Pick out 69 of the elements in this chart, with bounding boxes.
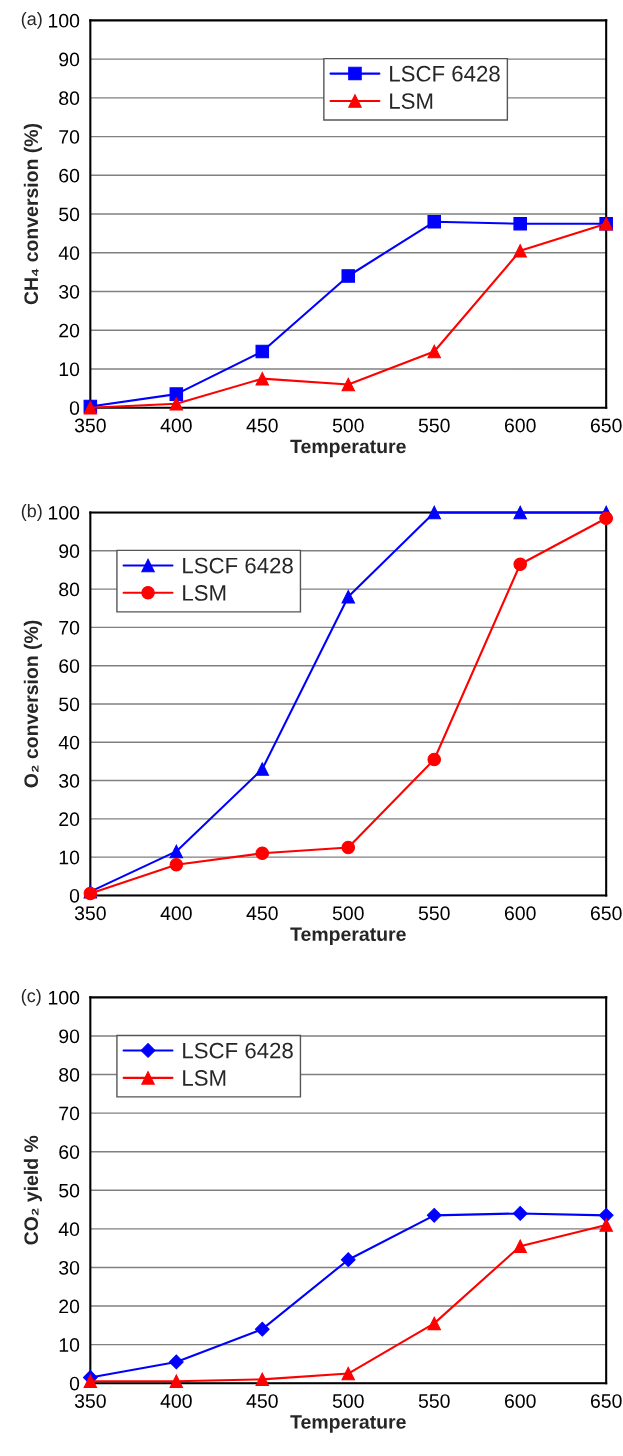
y-tick-label: 70 xyxy=(59,1106,80,1121)
x-tick-label: 450 xyxy=(246,418,278,433)
y-tick-label: 80 xyxy=(59,1068,80,1082)
y-tick-label: 0 xyxy=(69,888,80,903)
x-axis-title: Temperature xyxy=(290,439,406,458)
y-tick-label: 0 xyxy=(69,401,80,415)
y-axis-title: CO₂ yield % xyxy=(23,1135,42,1245)
x-tick-label: 400 xyxy=(160,418,192,433)
x-tick-label: 600 xyxy=(504,1394,536,1408)
x-tick-label: 500 xyxy=(332,418,364,433)
y-tick-label: 10 xyxy=(59,850,80,865)
y-tick-label: 100 xyxy=(48,990,80,1005)
y-tick-label: 50 xyxy=(59,1183,80,1198)
y-tick-label: 40 xyxy=(58,1222,80,1237)
y-tick-label: 60 xyxy=(59,1145,80,1159)
x-tick-label: 500 xyxy=(332,906,364,921)
legend-label: LSM xyxy=(183,585,226,601)
y-tick-label: 90 xyxy=(59,1029,80,1044)
y-tick-label: 80 xyxy=(59,582,80,597)
y-tick-label: 50 xyxy=(59,207,80,222)
x-tick-label: 550 xyxy=(418,1394,450,1408)
y-tick-label: 60 xyxy=(59,659,80,673)
x-tick-label: 400 xyxy=(160,906,192,921)
x-tick-label: 500 xyxy=(332,1394,364,1408)
y-tick-label: 70 xyxy=(59,620,80,635)
x-tick-label: 600 xyxy=(504,418,536,433)
text: (c) xyxy=(21,988,41,1006)
y-tick-label: 90 xyxy=(59,52,80,67)
legend-label: LSM xyxy=(390,93,433,109)
x-axis-title: Temperature xyxy=(290,1415,406,1433)
y-tick-label: 10 xyxy=(59,362,80,377)
x-tick-label: 650 xyxy=(590,906,622,921)
text: (a) xyxy=(21,11,42,29)
y-tick-label: 40 xyxy=(58,246,80,260)
y-axis-title: CH₄ conversion (%) xyxy=(23,123,42,305)
x-tick-label: 350 xyxy=(74,418,106,433)
y-tick-label: 90 xyxy=(59,544,80,559)
legend-label: LSCF 6428 xyxy=(183,1042,293,1059)
legend-label: LSM xyxy=(183,1070,226,1086)
x-tick-label: 450 xyxy=(246,906,278,921)
x-tick-label: 600 xyxy=(504,906,536,921)
y-tick-label: 0 xyxy=(69,1376,80,1391)
x-tick-label: 450 xyxy=(246,1394,278,1408)
x-tick-label: 350 xyxy=(74,906,106,921)
x-axis-title: Temperature xyxy=(290,927,406,945)
x-tick-label: 550 xyxy=(418,418,450,433)
x-tick-label: 400 xyxy=(160,1394,192,1408)
y-tick-label: 30 xyxy=(59,284,80,299)
y-axis-title: O₂ conversion (%) xyxy=(23,620,42,788)
x-tick-label: 650 xyxy=(590,418,622,433)
text: (b) xyxy=(21,504,42,521)
legend-label: LSCF 6428 xyxy=(390,65,500,82)
y-tick-label: 70 xyxy=(59,130,80,144)
y-tick-label: 10 xyxy=(59,1338,80,1352)
y-tick-label: 30 xyxy=(59,1260,80,1275)
x-tick-label: 350 xyxy=(74,1394,106,1408)
legend-label: LSCF 6428 xyxy=(183,557,293,574)
y-tick-label: 20 xyxy=(59,1299,80,1314)
y-tick-label: 50 xyxy=(59,697,80,712)
y-tick-label: 20 xyxy=(59,323,80,338)
y-tick-label: 100 xyxy=(48,13,80,28)
y-tick-label: 30 xyxy=(59,774,80,788)
y-tick-label: 100 xyxy=(48,505,80,520)
y-tick-label: 40 xyxy=(58,735,80,750)
y-tick-label: 20 xyxy=(59,812,80,827)
x-tick-label: 650 xyxy=(590,1394,622,1408)
y-tick-label: 60 xyxy=(59,168,80,183)
x-tick-label: 550 xyxy=(418,906,450,921)
y-tick-label: 80 xyxy=(59,91,80,106)
